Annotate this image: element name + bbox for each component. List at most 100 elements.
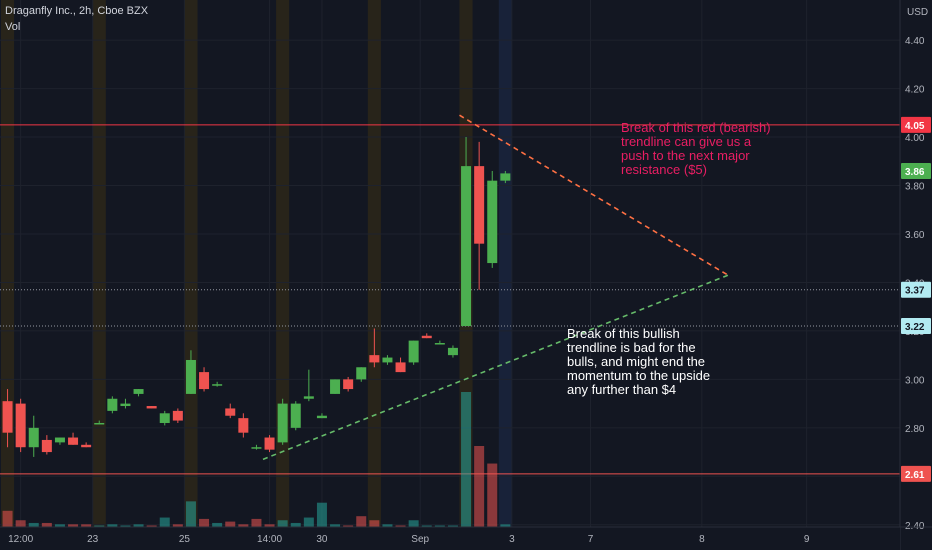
candle-body-37 [487, 180, 498, 264]
candle-body-14 [185, 359, 196, 394]
y-tick-label-10: 2.40 [905, 521, 925, 532]
volume-bar-38 [500, 524, 511, 527]
candle-body-23 [303, 396, 314, 399]
candle-body-0 [2, 401, 13, 433]
x-tick-label-8: 8 [699, 534, 705, 545]
session-band-0 [1, 0, 15, 527]
candle-body-17 [225, 408, 236, 416]
price-label-2: 3.37 [905, 286, 925, 297]
volume-bar-28 [369, 520, 380, 527]
candle-body-33 [434, 343, 445, 345]
x-tick-label-2: 25 [179, 534, 191, 545]
volume-bar-21 [277, 520, 288, 527]
candle-body-38 [500, 173, 511, 181]
candle-body-13 [172, 410, 183, 421]
bearish-trendline [459, 114, 729, 276]
candle-body-7 [94, 422, 105, 425]
candle-body-10 [133, 389, 144, 394]
price-label-bg-1 [901, 162, 931, 179]
candle-body-1 [15, 403, 26, 448]
price-axis[interactable]: 4.404.204.003.803.603.403.203.002.802.60… [899, 0, 932, 550]
candle-body-32 [421, 335, 432, 339]
bullish-trendline-note: Break of this bullish trendline is bad f… [567, 326, 711, 397]
candle-body-8 [107, 398, 118, 411]
candle-body-12 [159, 413, 170, 423]
x-tick-label-5: Sep [411, 534, 429, 545]
candle-body-22 [290, 403, 301, 428]
volume-bar-1 [15, 520, 26, 527]
candle-body-18 [238, 418, 249, 433]
session-band-1 [92, 0, 106, 527]
volume-bar-6 [81, 524, 92, 527]
candle-body-34 [447, 347, 458, 356]
volume-bar-7 [94, 525, 105, 527]
volume-indicator-label[interactable]: Vol [5, 21, 21, 33]
volume-bar-37 [487, 463, 498, 527]
y-tick-label-0: 4.40 [905, 36, 925, 47]
time-axis-bg [0, 527, 900, 550]
volume-bar-5 [68, 524, 79, 527]
x-tick-label-1: 23 [87, 534, 99, 545]
volume-bar-17 [225, 521, 236, 527]
candle-body-29 [382, 357, 393, 363]
volume-bar-18 [238, 524, 249, 527]
candle-body-19 [251, 447, 262, 449]
y-tick-label-7: 3.00 [905, 375, 925, 386]
y-tick-label-2: 4.00 [905, 133, 925, 144]
volume-bar-12 [159, 517, 170, 527]
candle-body-27 [356, 367, 367, 380]
x-tick-label-9: 9 [804, 534, 810, 545]
candle-body-30 [395, 362, 406, 373]
volume-bars [2, 392, 511, 527]
volume-bar-34 [447, 525, 458, 527]
volume-bar-36 [474, 446, 485, 527]
trendlines[interactable] [262, 114, 729, 461]
x-tick-label-4: 30 [316, 534, 328, 545]
volume-bar-19 [251, 518, 262, 527]
session-band-2 [184, 0, 198, 527]
volume-bar-9 [120, 525, 131, 527]
session-band-4 [367, 0, 381, 527]
price-label-bg-0 [901, 116, 931, 133]
price-axis-bg [900, 0, 932, 550]
candle-body-16 [212, 384, 223, 386]
price-label-1: 3.86 [905, 167, 925, 178]
candle-body-25 [330, 379, 341, 394]
candle-body-6 [81, 444, 92, 448]
candle-body-36 [474, 166, 485, 244]
volume-bar-16 [212, 522, 223, 527]
volume-bar-8 [107, 524, 118, 527]
volume-bar-14 [185, 501, 196, 527]
candle-body-3 [41, 439, 52, 453]
x-tick-label-0: 12:00 [8, 534, 33, 545]
grid-lines [0, 0, 900, 527]
bullish-trendline [262, 274, 729, 461]
time-axis[interactable]: 12:00 23 25 14:00 30 Sep 3 7 8 9 [0, 526, 932, 550]
y-tick-label-3: 3.80 [905, 182, 925, 193]
candlesticks [2, 137, 511, 457]
volume-bar-23 [303, 517, 314, 527]
volume-bar-33 [434, 525, 445, 527]
candle-body-20 [264, 437, 275, 450]
volume-bar-24 [316, 502, 327, 527]
candle-body-21 [277, 403, 288, 443]
volume-bar-26 [343, 525, 354, 527]
candle-body-28 [369, 355, 380, 363]
price-labels: 4.05 3.86 3.37 3.22 2.61 [901, 116, 931, 482]
candle-body-11 [146, 406, 157, 409]
volume-bar-10 [133, 524, 144, 527]
price-label-bg-3 [901, 318, 931, 335]
session-band-3 [276, 0, 290, 527]
price-label-0: 4.05 [905, 121, 925, 132]
volume-bar-31 [408, 520, 419, 527]
candle-body-26 [343, 379, 354, 390]
volume-bar-2 [28, 522, 39, 527]
chart-title: Draganfly Inc., 2h, Cboe BZX [5, 5, 149, 17]
horizontal-levels [0, 124, 900, 475]
candle-body-4 [54, 437, 65, 443]
candle-body-15 [199, 372, 210, 390]
volume-bar-13 [172, 524, 183, 527]
y-tick-label-4: 3.60 [905, 230, 925, 241]
x-tick-label-3: 14:00 [257, 534, 282, 545]
